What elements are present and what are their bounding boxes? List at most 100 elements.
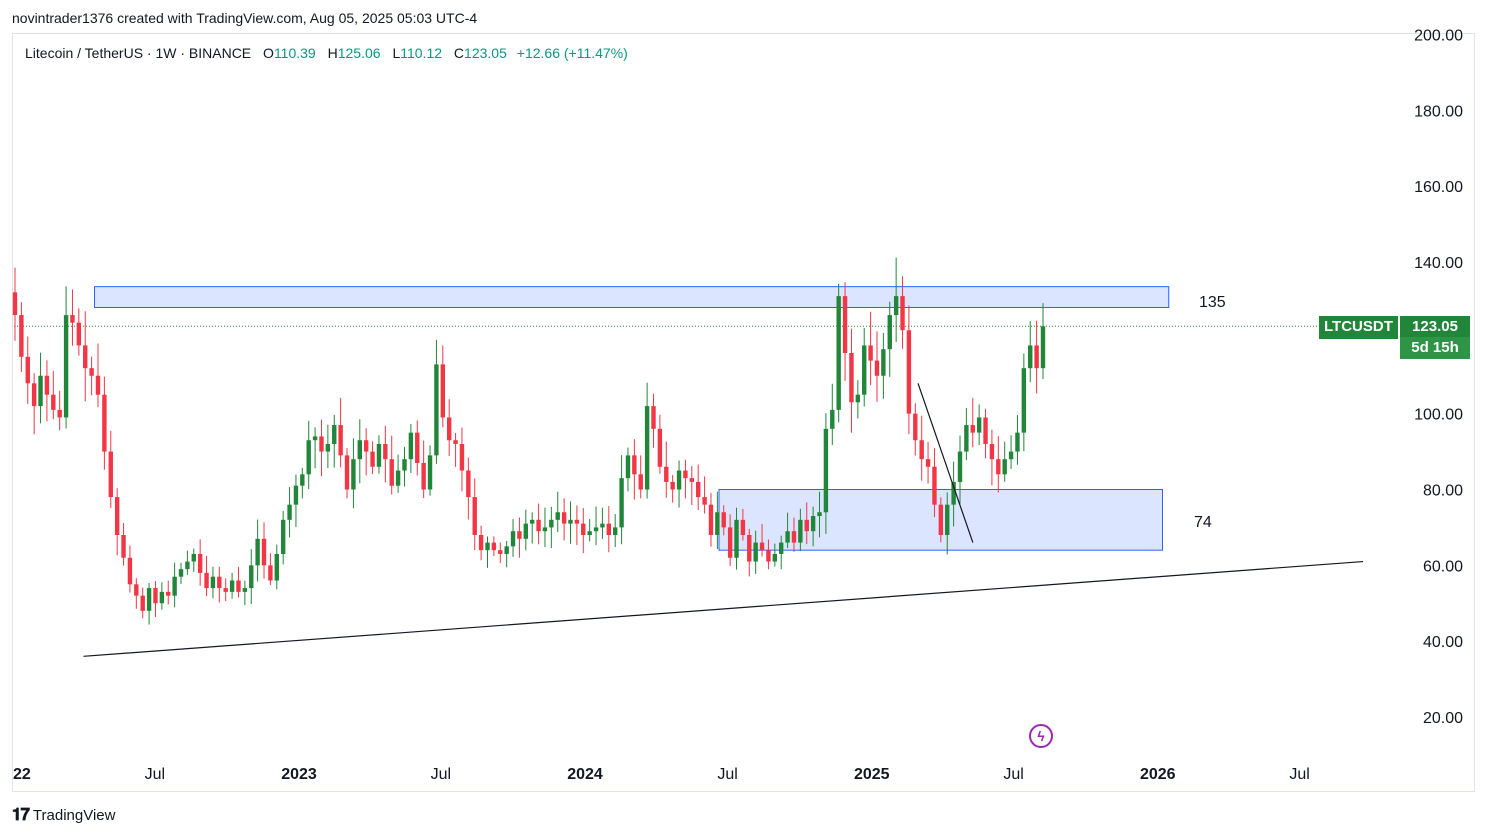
- candle-body: [925, 459, 931, 467]
- candle-body: [785, 531, 790, 543]
- candle-body: [274, 553, 279, 581]
- candle-body: [478, 535, 484, 551]
- candle-body: [1028, 345, 1033, 369]
- change-value: +12.66 (+11.47%): [516, 45, 628, 61]
- candle-body: [664, 466, 669, 482]
- candle-body: [561, 512, 567, 524]
- candle-body: [504, 546, 509, 554]
- candle-body: [900, 296, 905, 331]
- candle-body: [293, 485, 299, 505]
- candle-body: [874, 360, 880, 376]
- candle-body: [849, 353, 854, 403]
- candle-body: [408, 432, 414, 460]
- candle-body: [127, 557, 133, 585]
- y-tick-label: 160.00: [1414, 179, 1463, 196]
- candle-body: [574, 519, 580, 524]
- candle-body: [459, 444, 465, 471]
- candle-body: [606, 523, 612, 535]
- candle-body: [868, 345, 873, 361]
- candle-body: [498, 550, 503, 554]
- candle-body: [121, 535, 126, 558]
- ticker-tag: LTCUSDT: [1319, 316, 1398, 339]
- chart-credit: novintrader1376 created with TradingView…: [12, 10, 478, 26]
- candle-body: [325, 444, 331, 452]
- candle-body: [395, 470, 401, 486]
- candle-body: [619, 478, 624, 528]
- y-tick-label: 200.00: [1414, 28, 1463, 45]
- candle-body: [242, 588, 248, 592]
- candle-body: [581, 523, 586, 535]
- y-tick-label: 20.00: [1423, 710, 1463, 727]
- x-tick-label: 2025: [854, 766, 890, 783]
- candle-body: [351, 459, 356, 490]
- candle-body: [913, 413, 918, 441]
- y-tick-label: 180.00: [1414, 103, 1463, 120]
- candle-body: [855, 394, 861, 403]
- candle-body: [696, 481, 701, 498]
- tradingview-brand[interactable]: 𝟏𝟕 TradingView: [12, 805, 115, 825]
- candle-body: [172, 576, 177, 596]
- candle-body: [906, 330, 912, 414]
- candle-body: [485, 542, 490, 551]
- candle-body: [804, 519, 809, 532]
- candle-body: [842, 296, 848, 353]
- candle-body: [159, 591, 165, 604]
- candle-body: [255, 538, 260, 566]
- bar-countdown-tag: 5d 15h: [1400, 337, 1470, 359]
- candle-body: [830, 409, 835, 429]
- lightning-icon[interactable]: ϟ: [1029, 724, 1053, 748]
- open-label: O: [263, 45, 274, 61]
- brand-name: TradingView: [32, 806, 116, 824]
- candle-body: [759, 542, 765, 551]
- candle-body: [510, 531, 516, 547]
- tradingview-logo-icon: 𝟏𝟕: [12, 805, 30, 824]
- candle-body: [312, 436, 318, 441]
- candle-body: [523, 523, 529, 539]
- resistance-zone: [93, 286, 1170, 309]
- candle-body: [798, 519, 803, 543]
- high-label: H: [327, 45, 338, 61]
- candle-body: [881, 349, 886, 376]
- candle-body: [383, 444, 388, 460]
- candle-body: [83, 345, 88, 369]
- x-tick-label: 2024: [567, 766, 603, 783]
- candle-body: [427, 455, 433, 490]
- candle-body: [1002, 459, 1007, 475]
- symbol-legend: Litecoin / TetherUS · 1W · BINANCE O 110.…: [22, 44, 631, 62]
- candle-body: [555, 512, 560, 520]
- chart-frame[interactable]: [12, 33, 1475, 792]
- candle-body: [632, 455, 637, 475]
- candle-body: [134, 584, 139, 596]
- low-value: 110.12: [400, 45, 443, 61]
- symbol-description: Litecoin / TetherUS · 1W · BINANCE: [25, 45, 252, 61]
- candle-body: [153, 588, 158, 604]
- candle-body: [517, 531, 522, 539]
- x-tick-label: 22: [13, 766, 31, 783]
- candle-body: [95, 375, 101, 395]
- candle-body: [268, 565, 273, 581]
- candle-body: [957, 451, 963, 482]
- candle-body: [210, 576, 216, 589]
- candle-body: [1040, 326, 1046, 369]
- candle-body: [389, 459, 394, 486]
- x-tick-label: 2026: [1140, 766, 1176, 783]
- y-tick-label: 40.00: [1423, 634, 1463, 651]
- candle-body: [223, 588, 228, 592]
- candle-body: [740, 519, 746, 535]
- ascending-trendline: [83, 560, 1364, 657]
- candle-body: [466, 470, 471, 498]
- candle-body: [529, 519, 535, 524]
- candle-body: [753, 542, 758, 562]
- candle-body: [402, 459, 407, 471]
- candle-body: [810, 516, 816, 532]
- candle-body: [983, 417, 988, 444]
- candle-body: [491, 542, 497, 551]
- x-tick-label: Jul: [431, 766, 451, 783]
- candle-body: [63, 315, 69, 418]
- candle-body: [415, 432, 420, 463]
- candle-body: [51, 394, 56, 410]
- candle-body: [600, 523, 605, 528]
- candle-body: [996, 459, 1001, 475]
- upper-zone-label: 135: [1199, 294, 1226, 311]
